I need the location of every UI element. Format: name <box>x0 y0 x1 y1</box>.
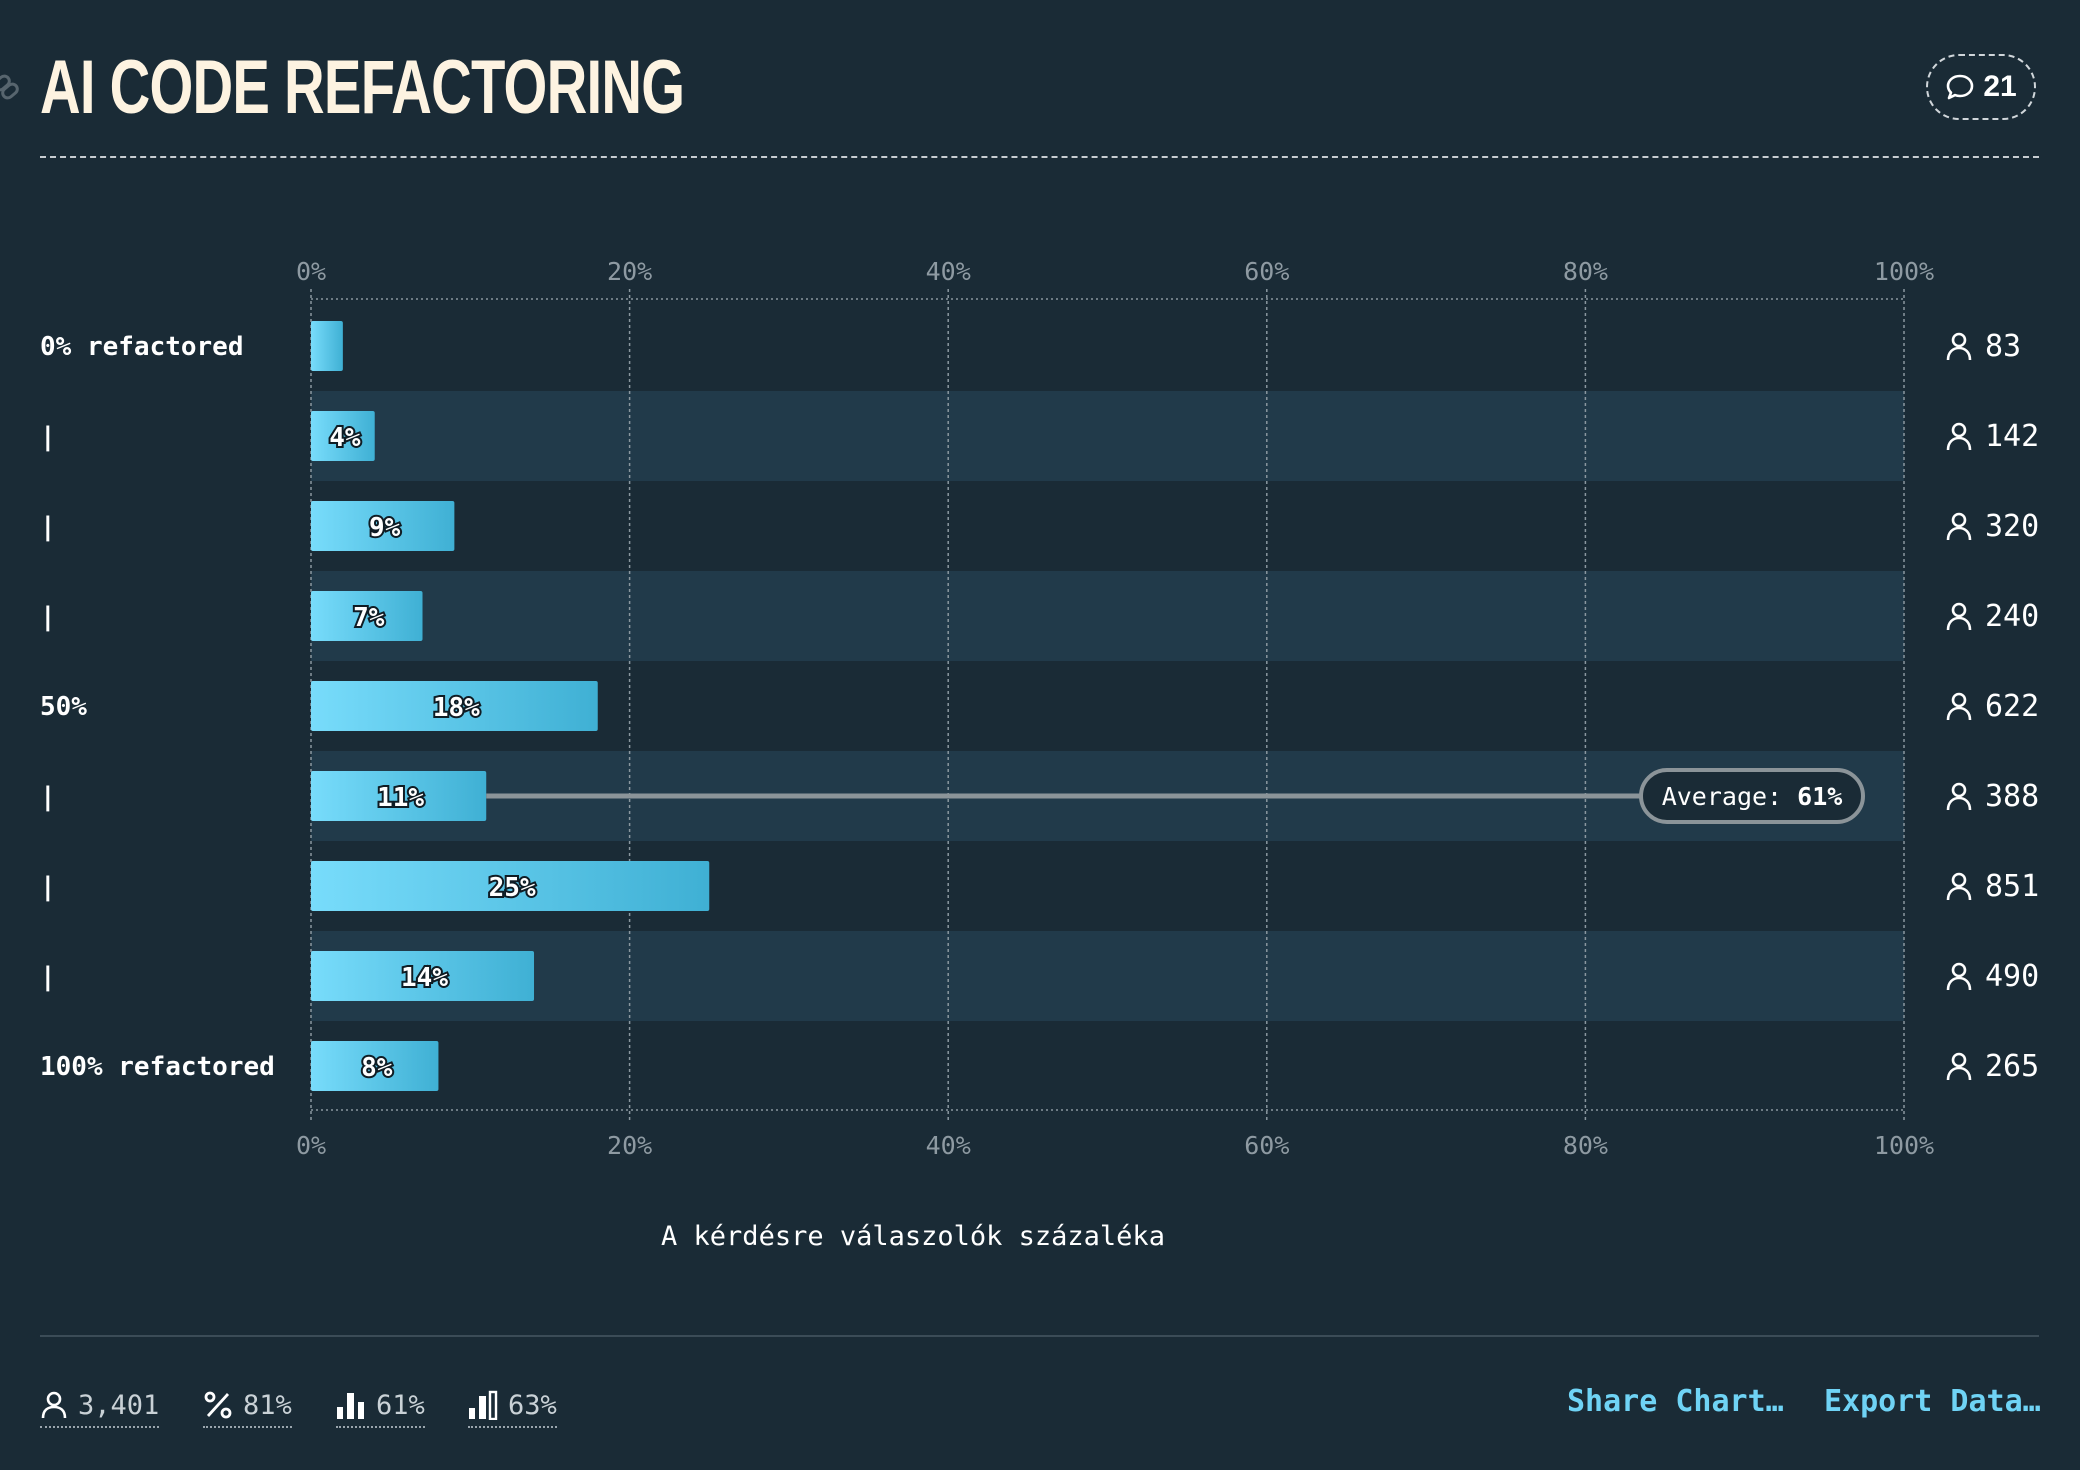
footer-divider <box>40 1335 2039 1337</box>
x-tick-label-bottom: 0% <box>296 1131 326 1160</box>
x-tick-label-bottom: 60% <box>1244 1131 1289 1160</box>
bar-value-label: 4% <box>329 423 361 453</box>
respondent-count: 320 <box>1985 509 2039 544</box>
person-icon <box>1946 512 1972 541</box>
comments-button[interactable]: 21 <box>1926 54 2036 120</box>
comment-count: 21 <box>1983 70 2017 103</box>
respondent-count: 490 <box>1985 959 2039 994</box>
stat-average[interactable]: 61% <box>336 1384 425 1428</box>
category-label: | <box>40 962 56 992</box>
stat-value: 81% <box>243 1389 292 1421</box>
bar[interactable] <box>311 681 598 731</box>
percent-icon <box>204 1391 232 1419</box>
bar-value-label: 11% <box>377 783 424 813</box>
category-label: | <box>40 782 56 812</box>
bar[interactable] <box>311 951 535 1001</box>
average-label: Average: 61% <box>1662 782 1843 811</box>
row-stripe <box>311 391 1904 481</box>
person-icon <box>1946 962 1972 991</box>
person-icon <box>1946 1052 1972 1081</box>
bar-chart: Average: 61% 0% 0% 20% 20% 40% 40% 60% 60% 80% 80… <box>40 257 2039 1252</box>
x-tick-label-top: 40% <box>926 257 971 286</box>
average-badge <box>1639 768 1865 824</box>
row-stripe <box>311 931 1904 1021</box>
row-stripe <box>311 571 1904 661</box>
stat-respondents[interactable]: 3,401 <box>40 1384 160 1428</box>
bar-value-label: 7% <box>353 603 385 633</box>
bar[interactable] <box>311 1041 439 1091</box>
bar[interactable] <box>311 321 343 371</box>
respondent-count: 622 <box>1985 689 2039 724</box>
stat-median[interactable]: 63% <box>468 1384 557 1428</box>
bar[interactable] <box>311 501 455 551</box>
stat-percent[interactable]: 81% <box>203 1384 292 1428</box>
person-icon <box>1946 602 1972 631</box>
category-label: 0% refactored <box>40 332 244 362</box>
bar[interactable] <box>311 591 423 641</box>
person-icon <box>1946 332 1972 361</box>
bar[interactable] <box>311 411 375 461</box>
x-tick-label-bottom: 20% <box>607 1131 652 1160</box>
x-tick-label-top: 100% <box>1874 257 1934 286</box>
respondent-count: 388 <box>1985 779 2039 814</box>
stat-value: 63% <box>508 1389 557 1421</box>
stat-value: 3,401 <box>78 1389 160 1421</box>
header-divider <box>40 156 2039 158</box>
page-title: AI CODE REFACTORING <box>40 45 685 130</box>
bar-value-label: 18% <box>433 693 480 723</box>
x-tick-label-bottom: 80% <box>1563 1131 1608 1160</box>
bar[interactable] <box>311 771 487 821</box>
bar-value-label: 25% <box>489 873 536 903</box>
respondent-count: 83 <box>1985 329 2021 364</box>
bar-value-label: 14% <box>401 963 448 993</box>
x-axis-label: A kérdésre válaszolók százaléka <box>661 1221 1165 1252</box>
x-tick-label-top: 0% <box>296 257 326 286</box>
person-icon <box>1946 872 1972 901</box>
person-icon <box>1946 692 1972 721</box>
respondent-count: 851 <box>1985 869 2039 904</box>
category-label: | <box>40 602 56 632</box>
comment-icon <box>1947 74 1974 100</box>
share-chart-link[interactable]: Share Chart… <box>1567 1384 1784 1419</box>
stat-value: 61% <box>376 1389 425 1421</box>
bar[interactable] <box>311 861 710 911</box>
x-tick-label-bottom: 100% <box>1874 1131 1934 1160</box>
respondent-count: 240 <box>1985 599 2039 634</box>
link-icon[interactable] <box>0 72 22 106</box>
person-icon <box>1946 782 1972 811</box>
bar-chart-alt-icon <box>469 1390 498 1420</box>
category-label: 100% refactored <box>40 1052 275 1082</box>
bar-value-label: 8% <box>361 1053 393 1083</box>
respondent-count: 265 <box>1985 1049 2039 1084</box>
category-label: | <box>40 872 56 902</box>
x-tick-label-top: 20% <box>607 257 652 286</box>
category-label: | <box>40 512 56 542</box>
x-tick-label-top: 60% <box>1244 257 1289 286</box>
export-data-link[interactable]: Export Data… <box>1824 1384 2041 1419</box>
person-icon <box>41 1391 67 1419</box>
person-icon <box>1946 422 1972 451</box>
bar-chart-icon <box>337 1393 364 1419</box>
respondent-count: 142 <box>1985 419 2039 454</box>
category-label: | <box>40 422 56 452</box>
x-tick-label-top: 80% <box>1563 257 1608 286</box>
x-tick-label-bottom: 40% <box>926 1131 971 1160</box>
category-label: 50% <box>40 692 87 722</box>
bar-value-label: 9% <box>369 513 401 543</box>
